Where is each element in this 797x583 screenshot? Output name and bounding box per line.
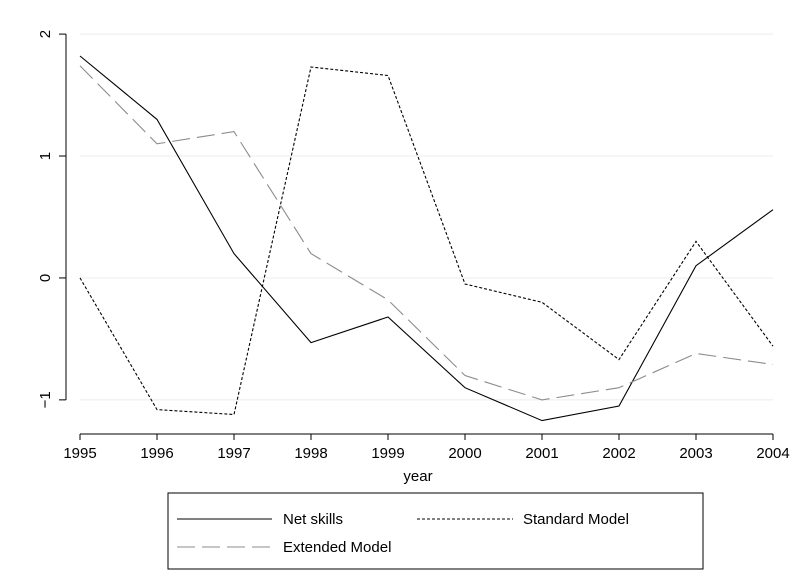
x-tick-label: 2002 — [602, 445, 635, 462]
series-lines — [79, 55, 774, 422]
x-tick-label: 2000 — [448, 445, 481, 462]
y-tick-label: 2 — [37, 30, 54, 38]
legend-label-standard-model: Standard Model — [523, 511, 629, 528]
x-tick-label: 1995 — [63, 445, 96, 462]
series-line-standard-model — [79, 66, 774, 416]
series-line-extended-model — [79, 65, 774, 401]
x-tick-label: 1999 — [371, 445, 404, 462]
legend-label-extended-model: Extended Model — [283, 539, 391, 556]
legend-label-net-skills: Net skills — [283, 511, 343, 528]
gridlines — [80, 33, 773, 401]
y-tick-label: 1 — [37, 152, 54, 160]
x-tick-label: 1997 — [217, 445, 250, 462]
x-axis-title: year — [403, 468, 432, 485]
y-tick-label: 0 — [37, 274, 54, 282]
x-tick-label: 2004 — [756, 445, 789, 462]
axes: −1 0 1 2 1995 1996 1997 1998 1999 2000 2001 2002 200… — [37, 30, 790, 462]
x-tick-label: 2003 — [679, 445, 712, 462]
legend-box — [167, 492, 704, 570]
y-tick-label: −1 — [37, 391, 54, 408]
x-tick-label: 1996 — [140, 445, 173, 462]
series-line-net-skills — [79, 55, 774, 422]
legend: Net skills Standard Model Extended Model — [167, 492, 704, 570]
x-tick-label: 2001 — [525, 445, 558, 462]
x-tick-label: 1998 — [294, 445, 327, 462]
